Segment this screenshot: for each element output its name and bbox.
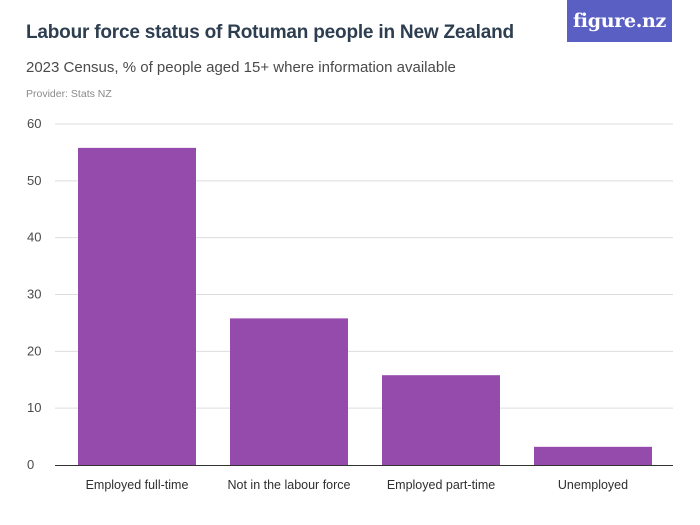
y-tick-label: 10: [27, 400, 41, 415]
x-tick-label: Employed full-time: [86, 478, 189, 492]
y-tick-label: 30: [27, 287, 41, 302]
figure-nz-logo[interactable]: figure.nz: [567, 0, 672, 42]
bar-not-in-the-labour-force[interactable]: [230, 318, 348, 465]
y-axis-ticks: 0 10 20 30 40 50 60: [27, 116, 41, 472]
bars: [78, 147, 652, 465]
y-tick-label: 20: [27, 343, 41, 358]
x-tick-label: Not in the labour force: [228, 478, 351, 492]
y-tick-label: 0: [27, 457, 34, 472]
bar-employed-full-time[interactable]: [78, 147, 196, 465]
bar-employed-part-time[interactable]: [382, 375, 500, 465]
y-tick-label: 60: [27, 116, 41, 131]
y-tick-label: 40: [27, 230, 41, 245]
y-tick-label: 50: [27, 173, 41, 188]
x-tick-label: Employed part-time: [387, 478, 495, 492]
bar-unemployed[interactable]: [534, 446, 652, 465]
x-axis-labels: Employed full-time Not in the labour forc…: [86, 478, 629, 492]
provider-note: Provider: Stats NZ: [26, 88, 112, 100]
chart-title: Labour force status of Rotuman people in…: [26, 22, 514, 43]
x-tick-label: Unemployed: [558, 478, 628, 492]
chart-subtitle: 2023 Census, % of people aged 15+ where …: [26, 59, 456, 76]
